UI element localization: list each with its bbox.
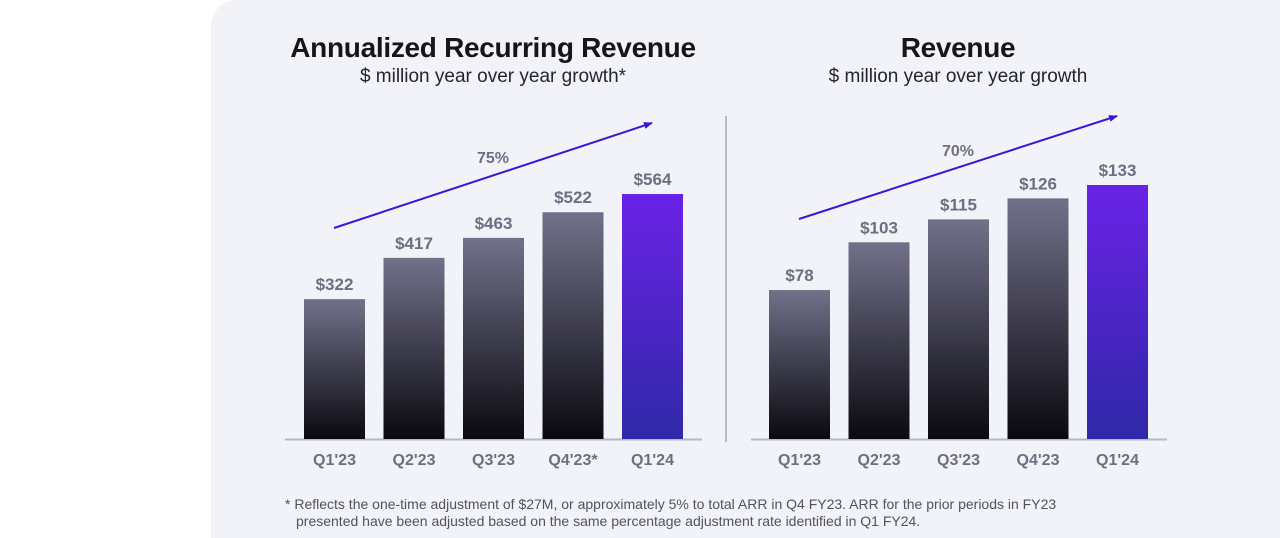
arr-growth-label: 75% — [477, 150, 509, 167]
revenue-chart: $78 Q1'23 $103 Q2'23 $115 Q3'23 $126 Q4'23 $133 Q… — [751, 115, 1167, 469]
footnote-line-2: presented have been adjusted based on th… — [296, 513, 921, 529]
arr-growth-arrow — [333, 122, 653, 229]
revenue-category-label-2: Q2'23 — [858, 452, 901, 469]
revenue-growth-label: 70% — [942, 143, 974, 160]
revenue-bar-3 — [928, 219, 989, 439]
arr-value-label-3: $463 — [475, 214, 513, 233]
revenue-chart-title: Revenue — [900, 32, 1016, 63]
revenue-category-label-5: Q1'24 — [1096, 452, 1139, 469]
arr-category-label-5: Q1'24 — [631, 452, 674, 469]
revenue-value-label-5: $133 — [1099, 161, 1137, 180]
arr-category-label-2: Q2'23 — [393, 452, 436, 469]
arr-bar-5 — [622, 194, 683, 439]
revenue-value-label-4: $126 — [1019, 174, 1057, 193]
arr-chart-subtitle: $ million year over year growth* — [359, 66, 627, 87]
revenue-category-label-3: Q3'23 — [937, 452, 980, 469]
arr-value-label-2: $417 — [395, 234, 433, 253]
arr-bar-3 — [463, 237, 524, 439]
revenue-growth-arrow — [798, 115, 1118, 220]
arr-chart-title: Annualized Recurring Revenue — [290, 32, 696, 63]
revenue-value-label-1: $78 — [785, 266, 813, 285]
revenue-bar-2 — [848, 242, 910, 439]
revenue-category-label-4: Q4'23 — [1017, 452, 1060, 469]
arr-bar-2 — [383, 257, 445, 439]
footnote: * Reflects the one-time adjustment of $2… — [285, 496, 1185, 530]
arr-category-label-3: Q3'23 — [472, 452, 515, 469]
revenue-chart-subtitle: $ million year over year growth — [828, 66, 1088, 87]
arr-bar-1 — [304, 299, 365, 439]
revenue-bar-5 — [1087, 185, 1148, 439]
arr-category-label-1: Q1'23 — [313, 452, 356, 469]
footnote-line-1: * Reflects the one-time adjustment of $2… — [285, 496, 1057, 512]
revenue-value-label-2: $103 — [860, 218, 898, 237]
arr-bar-4 — [542, 212, 604, 439]
arr-value-label-4: $522 — [554, 188, 592, 207]
arr-value-label-1: $322 — [316, 275, 354, 294]
revenue-value-label-3: $115 — [940, 195, 977, 214]
revenue-bar-1 — [769, 290, 830, 439]
revenue-bar-4 — [1007, 198, 1069, 439]
revenue-category-label-1: Q1'23 — [778, 452, 821, 469]
arr-chart: $322 Q1'23 $417 Q2'23 $463 Q3'23 $522 Q4'23* $56… — [285, 122, 702, 469]
chart-divider — [725, 116, 727, 442]
arr-category-label-4: Q4'23* — [548, 452, 598, 469]
arr-value-label-5: $564 — [634, 170, 672, 189]
